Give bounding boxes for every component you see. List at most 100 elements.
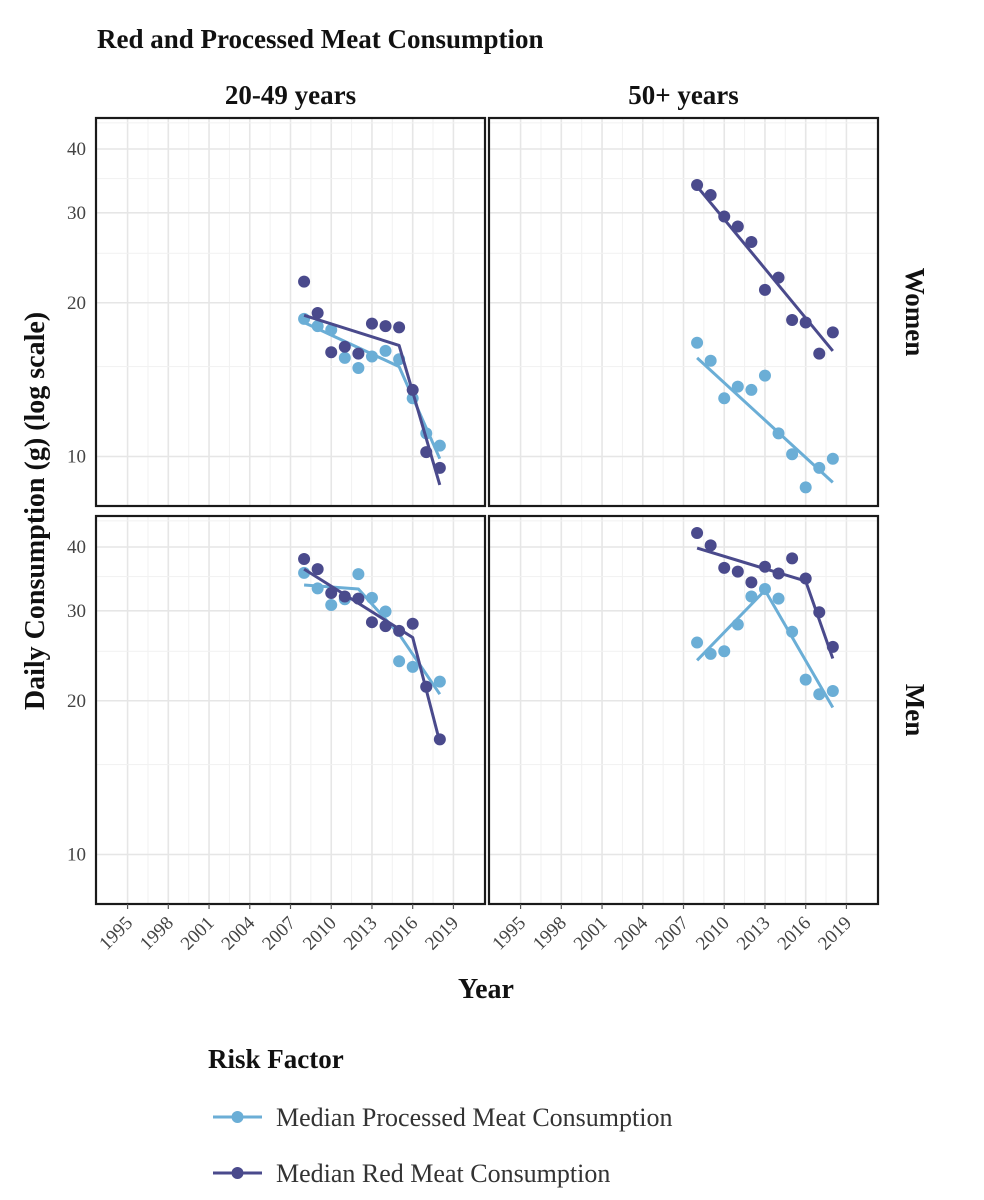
data-point bbox=[772, 271, 785, 284]
data-point bbox=[379, 344, 392, 357]
data-point bbox=[813, 461, 826, 474]
data-point bbox=[772, 592, 785, 605]
y-tick-label: 40 bbox=[67, 139, 86, 160]
data-point bbox=[379, 320, 392, 333]
x-tick-label: 1995 bbox=[488, 913, 530, 955]
panel-data bbox=[298, 275, 446, 486]
data-point bbox=[826, 326, 839, 339]
legend-item-label: Median Processed Meat Consumption bbox=[276, 1103, 672, 1132]
x-tick-label: 2013 bbox=[733, 913, 775, 955]
data-point bbox=[433, 439, 446, 452]
x-tick-label: 2019 bbox=[421, 913, 463, 955]
x-tick-label: 1998 bbox=[136, 913, 178, 955]
facet-column-label: 50+ years bbox=[628, 80, 739, 110]
x-tick-label: 2007 bbox=[651, 913, 693, 955]
y-tick-label: 10 bbox=[67, 845, 86, 866]
data-point bbox=[786, 448, 799, 461]
trend-line bbox=[303, 567, 442, 743]
data-point bbox=[826, 452, 839, 465]
data-point bbox=[406, 383, 419, 396]
data-point bbox=[799, 673, 812, 686]
facet-row-label: Women bbox=[900, 268, 930, 357]
y-tick-label: 20 bbox=[67, 691, 86, 712]
data-point bbox=[365, 591, 378, 604]
data-point bbox=[691, 179, 704, 192]
data-point bbox=[718, 210, 731, 223]
trend-line bbox=[303, 313, 442, 486]
x-tick-label: 1998 bbox=[529, 913, 571, 955]
x-axis-title: Year bbox=[458, 974, 514, 1005]
data-point bbox=[704, 539, 717, 552]
data-point bbox=[718, 645, 731, 658]
data-point bbox=[379, 605, 392, 618]
data-point bbox=[406, 617, 419, 630]
data-point bbox=[731, 565, 744, 578]
data-point bbox=[691, 636, 704, 649]
x-tick-label: 2001 bbox=[177, 913, 219, 955]
data-point bbox=[826, 640, 839, 653]
data-point bbox=[352, 568, 365, 581]
data-point bbox=[718, 392, 731, 405]
data-point bbox=[745, 576, 758, 589]
data-point bbox=[365, 616, 378, 629]
x-tick-label: 2016 bbox=[381, 913, 423, 955]
data-point bbox=[758, 369, 771, 382]
data-point bbox=[772, 567, 785, 580]
data-point bbox=[406, 660, 419, 673]
panel-frame bbox=[487, 116, 880, 508]
data-point bbox=[433, 461, 446, 474]
data-point bbox=[433, 733, 446, 746]
data-point bbox=[393, 655, 406, 668]
data-point bbox=[379, 620, 392, 633]
data-point bbox=[704, 189, 717, 202]
data-point bbox=[298, 275, 311, 288]
data-point bbox=[311, 563, 324, 576]
x-tick-label: 2019 bbox=[814, 913, 856, 955]
data-point bbox=[799, 572, 812, 585]
x-tick-label: 2016 bbox=[774, 913, 816, 955]
data-point bbox=[731, 220, 744, 233]
data-point bbox=[813, 606, 826, 619]
y-axis-title: Daily Consumption (g) (log scale) bbox=[20, 312, 51, 710]
panel-data bbox=[691, 179, 839, 494]
data-point bbox=[691, 527, 704, 540]
data-point bbox=[758, 583, 771, 596]
data-point bbox=[772, 427, 785, 440]
data-point bbox=[813, 688, 826, 701]
panel bbox=[487, 116, 880, 508]
y-tick-label: 30 bbox=[67, 601, 86, 622]
data-point bbox=[325, 346, 338, 359]
data-point bbox=[758, 283, 771, 296]
facet-row-label: Men bbox=[900, 684, 930, 736]
legend-title: Risk Factor bbox=[208, 1044, 344, 1074]
trend-line bbox=[696, 356, 834, 484]
y-tick-label: 30 bbox=[67, 203, 86, 224]
data-point bbox=[338, 340, 351, 353]
x-tick-label: 2007 bbox=[258, 913, 300, 955]
panel: 1995 1998 2001 2004 2007 2010 2013 2016 2019 bbox=[487, 514, 880, 955]
panel: 10 20 30 40 1995 1998 2001 2004 2007 2010 2013 2016… bbox=[67, 514, 487, 955]
data-point bbox=[704, 354, 717, 367]
x-tick-label: 2013 bbox=[340, 913, 382, 955]
data-point bbox=[704, 647, 717, 660]
data-point bbox=[393, 321, 406, 334]
data-point bbox=[786, 625, 799, 638]
data-point bbox=[731, 618, 744, 631]
data-point bbox=[352, 592, 365, 605]
data-point bbox=[799, 316, 812, 329]
y-tick-label: 20 bbox=[67, 293, 86, 314]
data-point bbox=[311, 582, 324, 595]
data-point bbox=[691, 336, 704, 349]
data-point bbox=[365, 350, 378, 363]
x-tick-label: 2001 bbox=[570, 913, 612, 955]
facet-column-label: 20-49 years bbox=[225, 80, 356, 110]
legend-key-point bbox=[231, 1167, 244, 1179]
data-point bbox=[298, 312, 311, 325]
data-point bbox=[826, 684, 839, 697]
data-point bbox=[786, 552, 799, 565]
data-point bbox=[325, 587, 338, 600]
data-point bbox=[338, 351, 351, 364]
chart-title: Red and Processed Meat Consumption bbox=[97, 24, 544, 54]
data-point bbox=[813, 347, 826, 360]
